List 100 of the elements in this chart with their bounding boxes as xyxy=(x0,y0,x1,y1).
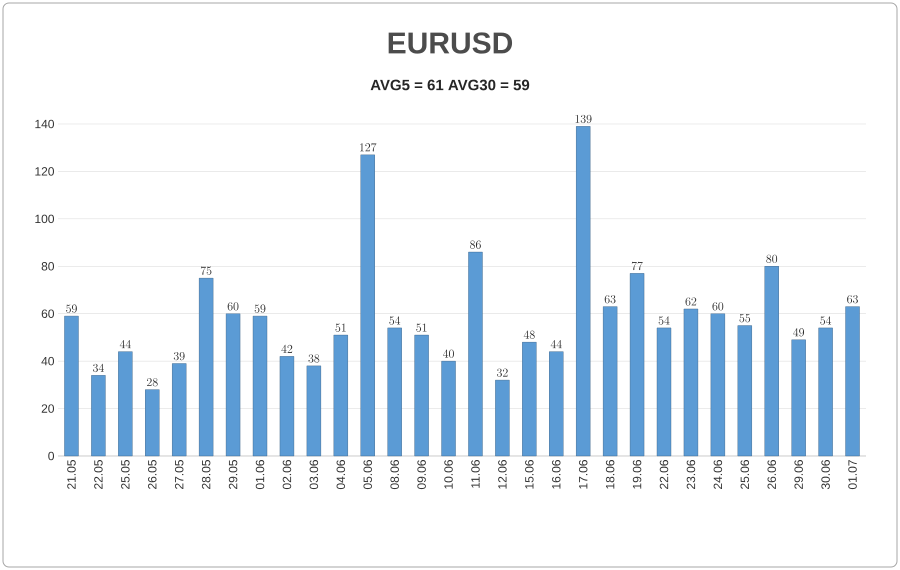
x-tick-label: 30.06 xyxy=(821,460,830,490)
bar xyxy=(710,314,726,456)
y-tick-label: 140 xyxy=(35,120,54,128)
data-label: 38 xyxy=(308,354,320,363)
data-label: 75 xyxy=(200,266,212,275)
data-label: 63 xyxy=(604,295,616,304)
data-label: 59 xyxy=(66,304,77,313)
data-label: 54 xyxy=(389,316,400,325)
bar xyxy=(118,351,133,456)
bar xyxy=(91,375,106,456)
x-tick-label: 10.06 xyxy=(444,460,453,489)
bar xyxy=(64,316,79,456)
bar xyxy=(522,342,537,456)
data-label: 40 xyxy=(442,350,454,358)
x-tick-label: 24.06 xyxy=(714,460,722,489)
data-label: 127 xyxy=(360,143,376,152)
data-label: 34 xyxy=(93,364,104,372)
data-label: 59 xyxy=(254,304,266,313)
x-tick-label: 16.06 xyxy=(552,460,561,489)
bar xyxy=(549,351,564,456)
bar xyxy=(468,252,483,456)
data-label: 44 xyxy=(120,340,131,348)
x-tick-label: 29.06 xyxy=(794,460,803,489)
bar xyxy=(738,325,752,456)
x-tick-label: 23.06 xyxy=(686,460,696,489)
x-tick-label: 11.06 xyxy=(471,460,480,488)
y-tick-label: 0 xyxy=(48,452,54,460)
x-tick-label: 08.06 xyxy=(390,460,399,490)
y-tick-label: 20 xyxy=(42,404,54,413)
bar xyxy=(334,334,348,456)
bar xyxy=(145,389,160,456)
bar xyxy=(198,278,214,456)
x-tick-label: 28.05 xyxy=(202,460,210,489)
bar xyxy=(818,328,833,456)
x-tick-label: 26.05 xyxy=(148,460,157,489)
x-tick-label: 04.06 xyxy=(336,460,346,490)
x-tick-label: 12.06 xyxy=(498,460,507,489)
data-label: 28 xyxy=(146,378,158,386)
x-tick-label: 01.07 xyxy=(848,460,857,490)
y-tick-label: 60 xyxy=(42,309,54,318)
x-tick-label: 25.06 xyxy=(740,460,750,489)
bar xyxy=(280,356,294,456)
bar xyxy=(226,314,240,456)
bar xyxy=(764,266,779,456)
data-label: 60 xyxy=(712,302,724,310)
x-tick-label: 21.05 xyxy=(67,460,76,489)
bar xyxy=(656,328,672,456)
bar xyxy=(441,360,456,456)
data-label: 51 xyxy=(336,324,346,332)
y-tick-label: 80 xyxy=(42,262,54,271)
data-label: 48 xyxy=(524,330,535,339)
chart-title: EURUSD xyxy=(388,32,512,54)
data-label: 54 xyxy=(820,316,832,325)
bar xyxy=(252,316,268,456)
bar xyxy=(576,126,590,456)
x-tick-label: 18.06 xyxy=(606,460,614,489)
data-label: 86 xyxy=(470,240,481,249)
x-tick-label: 26.06 xyxy=(767,460,776,489)
bar xyxy=(845,306,860,456)
x-tick-label: 17.06 xyxy=(578,460,588,489)
x-tick-label: 22.05 xyxy=(94,460,103,489)
bar xyxy=(630,273,644,456)
bar xyxy=(172,363,186,456)
data-label: 139 xyxy=(575,114,592,124)
x-tick-label: 29.05 xyxy=(228,460,238,489)
bar xyxy=(602,306,618,456)
bar xyxy=(414,334,429,456)
x-tick-label: 03.06 xyxy=(310,460,318,490)
data-label: 60 xyxy=(228,302,238,310)
data-label: 32 xyxy=(497,368,508,377)
bar xyxy=(684,308,698,456)
x-tick-label: 05.06 xyxy=(363,460,372,490)
x-tick-label: 09.06 xyxy=(417,460,426,490)
data-label: 62 xyxy=(686,297,696,306)
x-tick-label: 01.06 xyxy=(256,460,264,490)
bar xyxy=(791,340,806,456)
x-tick-label: 25.05 xyxy=(121,460,130,489)
data-label: 44 xyxy=(550,340,562,348)
data-label: 49 xyxy=(793,328,804,337)
bar xyxy=(495,380,510,456)
bar xyxy=(360,154,375,456)
y-tick-label: 40 xyxy=(41,356,54,366)
data-label: 80 xyxy=(766,254,778,263)
y-tick-label: 120 xyxy=(35,167,54,176)
x-tick-label: 19.06 xyxy=(632,460,642,489)
bar xyxy=(306,366,322,456)
data-label: 51 xyxy=(416,324,427,332)
chart-subtitle: AVG5 = 61 AVG30 = 59 xyxy=(370,80,530,90)
data-label: 55 xyxy=(740,314,750,322)
bar xyxy=(387,328,402,456)
data-label: 39 xyxy=(174,352,185,360)
x-tick-label: 15.06 xyxy=(525,460,534,489)
x-tick-label: 02.06 xyxy=(282,460,292,490)
x-tick-label: 27.05 xyxy=(174,460,184,489)
data-label: 77 xyxy=(632,262,643,270)
y-tick-label: 100 xyxy=(35,214,54,224)
x-tick-label: 22.06 xyxy=(660,460,668,489)
data-label: 63 xyxy=(847,295,858,304)
data-label: 54 xyxy=(658,316,670,325)
data-label: 42 xyxy=(281,344,292,353)
